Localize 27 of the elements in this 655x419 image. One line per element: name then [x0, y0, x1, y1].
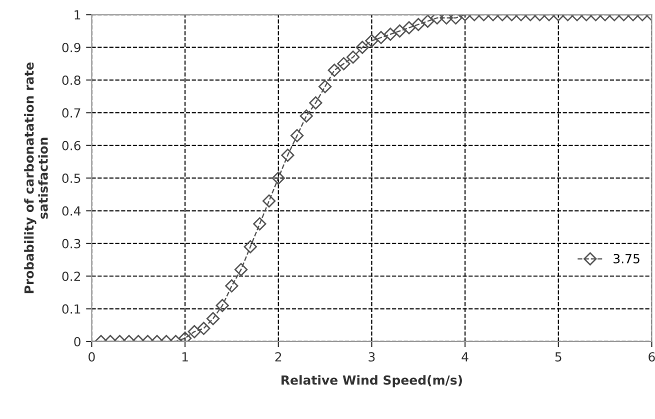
x-tick-label: 6 [648, 352, 655, 362]
y-tick-label: 0.4 [62, 206, 81, 216]
y-tick-label: 0.1 [62, 304, 80, 314]
legend-label: 3.75 [614, 254, 640, 264]
y-tick-label: 0.5 [62, 174, 80, 183]
point [290, 129, 304, 142]
y-axis-title: Probability of carbonatation rate satisfaction [24, 62, 48, 294]
y-tick-label: 0.8 [62, 76, 80, 85]
point [272, 171, 285, 185]
x-tick-label: 5 [555, 352, 562, 362]
y-tick-label: 0.9 [62, 42, 80, 52]
x-tick-label: 3 [368, 352, 375, 362]
y-tick-label: 0.6 [62, 140, 80, 150]
x-tick-label: 4 [462, 352, 468, 362]
point [253, 217, 266, 230]
y-tick-label: 0.7 [62, 108, 80, 118]
x-tick-label: 0 [88, 352, 95, 362]
x-tick-label: 2 [275, 352, 282, 362]
y-tick-label: 0.2 [62, 272, 80, 282]
y-tick-label: 0 [74, 336, 80, 346]
point [300, 109, 313, 123]
point [262, 194, 276, 208]
y-tick-label: 1 [74, 10, 80, 20]
x-axis-title: Relative Wind Speed(m/s) [282, 375, 462, 388]
y-tick-label: 0.3 [62, 238, 80, 248]
point [281, 148, 294, 162]
x-tick-label: 1 [182, 352, 188, 362]
